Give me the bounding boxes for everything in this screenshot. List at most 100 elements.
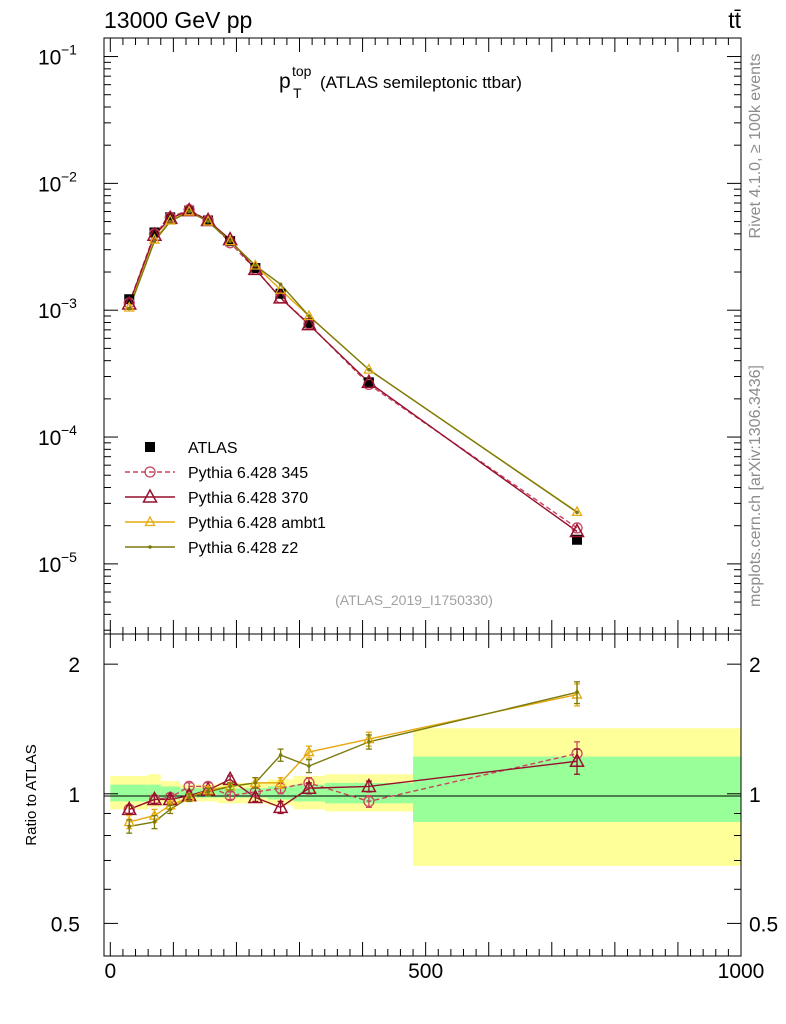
legend-marker-ATLAS — [145, 442, 155, 452]
main-point-z2 — [307, 314, 311, 318]
legend-label-z2: Pythia 6.428 z2 — [188, 540, 298, 557]
ratio-point-z2 — [127, 824, 132, 829]
rivet-version-label: Rivet 4.1.0, ≥ 100k events — [747, 54, 764, 239]
y-tick-label: 10 — [38, 554, 61, 577]
legend-label-ambt1: Pythia 6.428 ambt1 — [188, 515, 326, 532]
main-point-ATLAS — [165, 212, 176, 223]
main-point-z2 — [127, 306, 132, 311]
header-left-label: 13000 GeV pp — [104, 7, 252, 33]
plot-title-sub: T — [293, 85, 302, 101]
y-tick-label-exponent: −1 — [61, 42, 77, 58]
main-point-ambt1 — [303, 309, 315, 321]
mcplots-label: mcplots.cern.ch [arXiv:1306.3436] — [747, 365, 764, 607]
main-series-lines — [128, 208, 578, 533]
ratio-point-z2 — [152, 820, 157, 824]
ratio-series-markers — [121, 681, 585, 834]
legend-marker-ambt1 — [144, 515, 156, 527]
main-point-p370 — [361, 373, 377, 389]
main-point-z2 — [187, 209, 191, 214]
legend-marker-p345 — [144, 466, 156, 478]
main-point-p370 — [569, 522, 585, 538]
main-point-ambt1 — [164, 214, 176, 225]
legend: ATLAS Pythia 6.428 345 Pythia 6.428 370 Pyt… — [125, 440, 326, 557]
legend-label-p345: Pythia 6.428 345 — [188, 465, 308, 482]
main-line-p370 — [128, 209, 578, 533]
ratio-point-ambt1 — [275, 776, 287, 788]
ratio-point-z2 — [575, 690, 579, 695]
main-series-markers — [121, 202, 585, 545]
ratio-point-ambt1 — [303, 745, 315, 757]
plot-title: p — [279, 70, 291, 93]
ratio-y-tick-label-right: 1 — [749, 784, 761, 807]
ratio-panel: 0.5 0.5 1 1 2 2 0 500 1000 Ratio to ATLAS — [23, 633, 778, 983]
main-point-ambt1 — [363, 363, 375, 374]
ratio-y-tick-label-left: 1 — [68, 784, 80, 807]
legend-label-p370: Pythia 6.428 370 — [188, 490, 308, 507]
plot-title-sup: top — [292, 63, 312, 79]
main-point-p370 — [301, 316, 317, 331]
ratio-point-p370 — [146, 790, 163, 806]
main-point-ATLAS — [124, 294, 135, 305]
ratio-x-axis-ticks: 0 500 1000 — [104, 634, 764, 983]
ratio-point-z2 — [228, 784, 232, 789]
main-point-ambt1 — [224, 234, 236, 246]
main-point-z2 — [367, 367, 371, 372]
x-tick-label: 1000 — [718, 960, 765, 983]
main-point-ambt1 — [275, 283, 287, 294]
main-point-ATLAS — [149, 227, 160, 238]
y-tick-label-exponent: −4 — [61, 422, 77, 438]
y-tick-label-exponent: −3 — [61, 295, 77, 311]
x-tick-label: 500 — [408, 960, 443, 983]
main-point-ambt1 — [183, 205, 195, 216]
main-point-z2 — [168, 219, 173, 224]
main-point-ambt1 — [202, 215, 214, 226]
ratio-point-z2 — [187, 795, 191, 800]
main-point-ATLAS — [250, 263, 261, 274]
main-point-ATLAS — [572, 534, 583, 545]
ratio-y-tick-label-left: 2 — [68, 654, 80, 677]
main-point-ATLAS — [363, 377, 374, 388]
ratio-point-z2 — [253, 781, 258, 785]
main-point-ATLAS — [303, 318, 314, 329]
main-point-z2 — [253, 263, 258, 268]
ratio-point-z2 — [278, 753, 283, 757]
ratio-point-p370 — [121, 800, 137, 816]
main-point-ambt1 — [123, 301, 135, 312]
main-y-axis-ticks: 10−110−210−310−410−5 — [38, 42, 741, 631]
ratio-y-tick-label-right: 0.5 — [749, 913, 778, 936]
main-point-z2 — [152, 239, 157, 243]
ratio-point-z2 — [168, 807, 173, 812]
y-tick-label: 10 — [38, 427, 61, 450]
ratio-y-axis-ticks: 0.5 0.5 1 1 2 2 — [51, 654, 778, 936]
legend-marker-p370 — [142, 488, 158, 503]
main-x-axis-ticks — [109, 38, 742, 634]
main-point-ambt1 — [571, 505, 583, 517]
main-point-z2 — [206, 219, 210, 224]
y-tick-label: 10 — [38, 173, 61, 196]
ratio-point-p370 — [272, 798, 289, 814]
ratio-band-inner — [110, 784, 149, 802]
ratio-point-z2 — [307, 764, 311, 768]
y-tick-label: 10 — [38, 300, 61, 323]
ratio-point-p370 — [569, 752, 585, 767]
y-tick-label: 10 — [38, 47, 61, 70]
main-point-ambt1 — [249, 259, 261, 270]
main-point-p370 — [272, 289, 289, 304]
ratio-y-axis-label: Ratio to ATLAS — [23, 744, 40, 845]
ratio-y-tick-label-right: 2 — [749, 654, 761, 677]
ratio-y-tick-label-left: 0.5 — [51, 913, 80, 936]
main-point-z2 — [278, 282, 283, 287]
main-point-p370 — [247, 260, 264, 276]
main-point-z2 — [575, 510, 579, 515]
y-tick-label-exponent: −2 — [61, 168, 77, 184]
ratio-frame — [103, 633, 742, 957]
plot-title-rest: (ATLAS semileptonic ttbar) — [320, 73, 522, 92]
ratio-band-inner — [324, 782, 414, 804]
main-point-z2 — [228, 239, 232, 243]
legend-label-ATLAS: ATLAS — [188, 440, 238, 457]
ratio-point-p370 — [301, 779, 317, 794]
ratio-uncertainty-bands — [110, 728, 741, 866]
y-tick-label-exponent: −5 — [61, 549, 77, 565]
main-panel: 10−110−210−310−410−5 p top T (ATLAS semi… — [38, 37, 742, 635]
